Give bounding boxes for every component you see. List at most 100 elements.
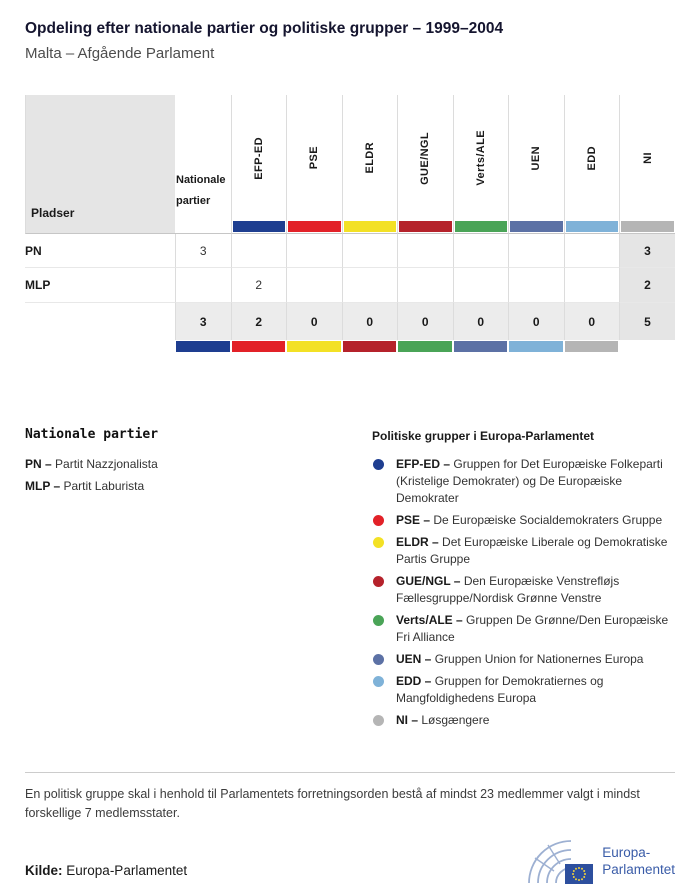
legend-item: Verts/ALE – Gruppen De Grønne/Den Europæ… <box>372 612 675 646</box>
legend-item: EFP-ED – Gruppen for Det Europæiske Folk… <box>372 456 675 507</box>
divider <box>25 772 675 773</box>
legend-item-name: De Europæiske Socialdemokraters Gruppe <box>433 513 663 527</box>
group-color-bar <box>288 221 341 232</box>
legend-item-abbr: PN – <box>25 457 52 471</box>
footnote: En politisk gruppe skal i henhold til Pa… <box>25 787 640 820</box>
group-color-bar-cell <box>231 340 287 353</box>
group-color-bar-cell <box>452 221 508 234</box>
legend-item-name: Gruppen for Det Europæiske Folkeparti (K… <box>396 457 663 505</box>
seat-count-cell: 2 <box>230 268 286 303</box>
legend-item-text: UEN – Gruppen Union for Nationernes Euro… <box>396 651 643 668</box>
political-groups-legend: Politiske grupper i Europa-Parlamentet E… <box>372 427 675 734</box>
group-color-bar-cell <box>342 340 398 353</box>
group-column-header: EDD <box>563 95 620 221</box>
group-column-label: ELDR <box>363 142 376 174</box>
seat-count-cell <box>341 234 397 268</box>
seat-count-cell <box>452 234 508 268</box>
ep-logo-text-line2: Parlamentet <box>602 862 675 877</box>
page-title: Opdeling efter nationale partier og poli… <box>25 20 504 37</box>
hemicycle-icon <box>528 839 572 883</box>
column-total: 0 <box>563 303 619 340</box>
grand-total-seats: 5 <box>619 303 675 340</box>
group-color-bar-cell <box>397 221 453 234</box>
group-column-label: Verts/ALE <box>474 130 487 186</box>
group-column-header: PSE <box>286 95 342 221</box>
legend-item: UEN – Gruppen Union for Nationernes Euro… <box>372 651 675 668</box>
group-color-bar-cell <box>453 340 509 353</box>
column-total: 0 <box>341 303 397 340</box>
legend-section: Nationale partier PN – Partit Nazzjonali… <box>25 427 675 734</box>
group-color-bar-cell <box>230 221 286 234</box>
legend-item-abbr: MLP – <box>25 479 61 493</box>
seat-count-cell <box>341 268 397 303</box>
source-label: Kilde: <box>25 862 63 878</box>
group-color-bar-cell <box>564 340 620 353</box>
hemicycle-aisle-lines <box>534 844 561 872</box>
legend-item: PSE – De Europæiske Socialdemokraters Gr… <box>372 512 675 529</box>
seat-count-cell <box>563 234 619 268</box>
group-column-header: ELDR <box>341 95 398 221</box>
group-color-bar <box>453 341 507 352</box>
group-color-bar <box>621 221 674 232</box>
seat-count-cell <box>397 234 453 268</box>
ep-logo-text-line1: Europa- <box>602 845 651 861</box>
group-color-bar <box>287 341 341 352</box>
column-total: 2 <box>230 303 286 340</box>
legend-item: PN – Partit Nazzjonalista <box>25 457 372 471</box>
seat-count-cell <box>508 234 564 268</box>
group-color-bar <box>564 341 618 352</box>
legend-item-name: Gruppen for Demokratiernes og Mangfoldig… <box>396 674 604 705</box>
group-color-bar-cell <box>286 340 342 353</box>
legend-item: GUE/NGL – Den Europæiske Venstrefløjs Fæ… <box>372 573 675 607</box>
group-color-bar <box>510 221 563 232</box>
group-color-bar <box>176 341 230 352</box>
column-total: 0 <box>397 303 453 340</box>
spacer-cell <box>25 340 175 353</box>
seat-count-cell <box>397 268 453 303</box>
ep-logo-icon <box>528 839 594 884</box>
group-color-bar-cell <box>619 221 675 234</box>
group-column-header: EFP-ED <box>230 95 287 221</box>
legend-item-abbr: UEN – <box>396 652 432 666</box>
row-total-seats: 2 <box>619 268 675 303</box>
legend-item-abbr: ELDR – <box>396 535 439 549</box>
seat-count-cell <box>452 268 508 303</box>
group-color-bar-cell <box>397 340 453 353</box>
legend-item-text: NI – Løsgængere <box>396 712 489 729</box>
legend-item-text: ELDR – Det Europæiske Liberale og Demokr… <box>396 534 675 568</box>
spacer-cell <box>619 340 675 353</box>
legend-item-abbr: EDD – <box>396 674 432 688</box>
group-color-dot <box>373 676 384 687</box>
legend-item-text: EDD – Gruppen for Demokratiernes og Mang… <box>396 673 675 707</box>
ep-logo: Europa- Parlamentet <box>527 839 675 886</box>
spacer-cell <box>25 303 175 340</box>
row-total-seats: 3 <box>619 234 675 268</box>
group-color-dot <box>373 459 384 470</box>
group-color-bar <box>342 341 396 352</box>
group-color-bar-cell <box>508 340 564 353</box>
legend-item: MLP – Partit Laburista <box>25 479 372 493</box>
group-column-label: EFP-ED <box>252 136 265 180</box>
legend-item-name: Partit Laburista <box>63 479 145 493</box>
party-name: MLP <box>25 268 175 303</box>
group-color-bar <box>343 221 396 232</box>
national-parties-legend: Nationale partier PN – Partit Nazzjonali… <box>25 427 372 734</box>
group-column-label: GUE/NGL <box>419 131 432 185</box>
group-column-label: PSE <box>308 146 321 170</box>
group-color-bar-cell <box>508 221 564 234</box>
group-column-label: NI <box>641 152 654 164</box>
page-subtitle: Malta – Afgående Parlament <box>25 45 215 62</box>
legend-item: EDD – Gruppen for Demokratiernes og Mang… <box>372 673 675 707</box>
ep-logo-text: Europa- Parlamentet <box>602 845 675 879</box>
legend-item-name: Gruppen Union for Nationernes Europa <box>434 652 644 666</box>
group-color-dot <box>373 515 384 526</box>
seats-column-label: Pladser <box>31 206 75 220</box>
column-total: 0 <box>508 303 564 340</box>
group-color-bar-cell <box>175 340 231 353</box>
group-color-bar-cell <box>563 221 619 234</box>
legend-item-text: EFP-ED – Gruppen for Det Europæiske Folk… <box>396 456 675 507</box>
group-column-header: NI <box>619 95 675 221</box>
legend-item-name: Det Europæiske Liberale og Demokratiske … <box>396 535 668 566</box>
legend-item-abbr: EFP-ED – <box>396 457 451 471</box>
